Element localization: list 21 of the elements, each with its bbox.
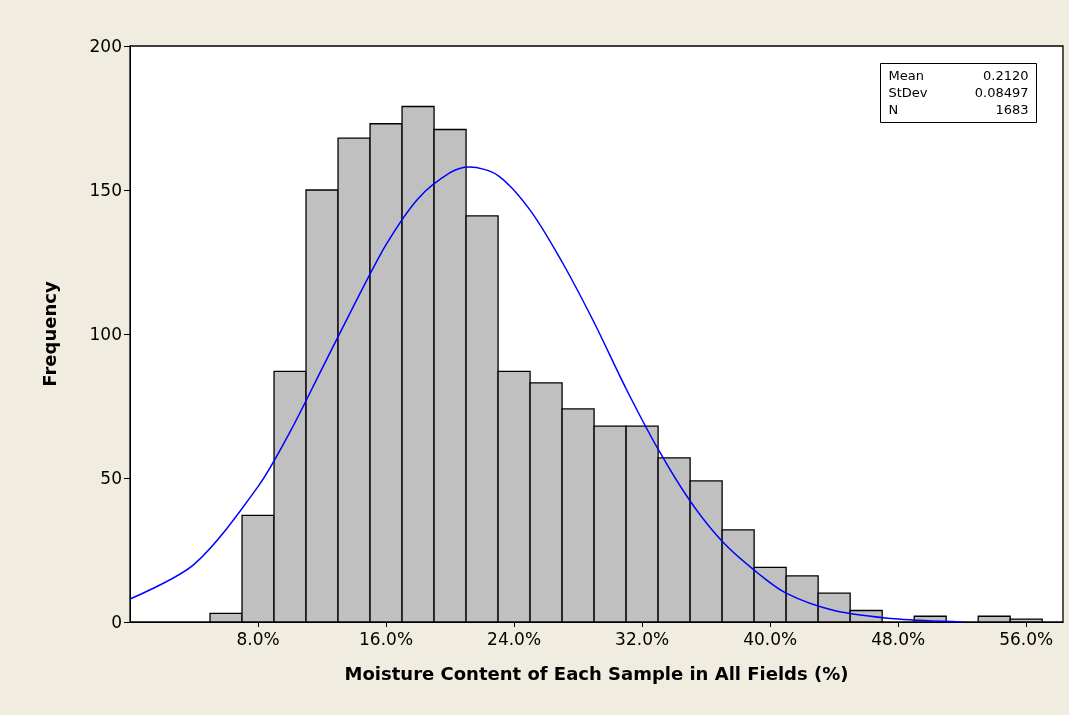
x-axis-title: Moisture Content of Each Sample in All Fields (%) bbox=[344, 662, 849, 684]
y-tick-label: 100 bbox=[89, 324, 122, 344]
x-tick-label: 16.0% bbox=[359, 628, 414, 649]
x-tick-label: 56.0% bbox=[999, 628, 1054, 649]
x-tick-label: 32.0% bbox=[615, 628, 670, 649]
annotation: 0.08497 bbox=[974, 84, 1029, 100]
annotation: 0.2120 bbox=[983, 67, 1029, 83]
x-tick-label: 8.0% bbox=[236, 628, 280, 649]
annotation: N bbox=[888, 101, 899, 117]
line-series bbox=[129, 166, 963, 623]
annotation: Mean bbox=[888, 67, 924, 83]
x-tick-label: 40.0% bbox=[743, 628, 798, 649]
y-tick-label: 50 bbox=[100, 468, 122, 488]
y-tick-label: 0 bbox=[111, 612, 122, 632]
y-tick-label: 200 bbox=[89, 36, 122, 56]
y-axis-title: Frequency bbox=[38, 281, 60, 387]
x-tick-label: 48.0% bbox=[871, 628, 926, 649]
x-tick-label: 24.0% bbox=[487, 628, 542, 649]
annotation: StDev bbox=[888, 84, 928, 100]
annotation: 1683 bbox=[995, 101, 1029, 117]
y-tick-label: 150 bbox=[89, 180, 122, 200]
